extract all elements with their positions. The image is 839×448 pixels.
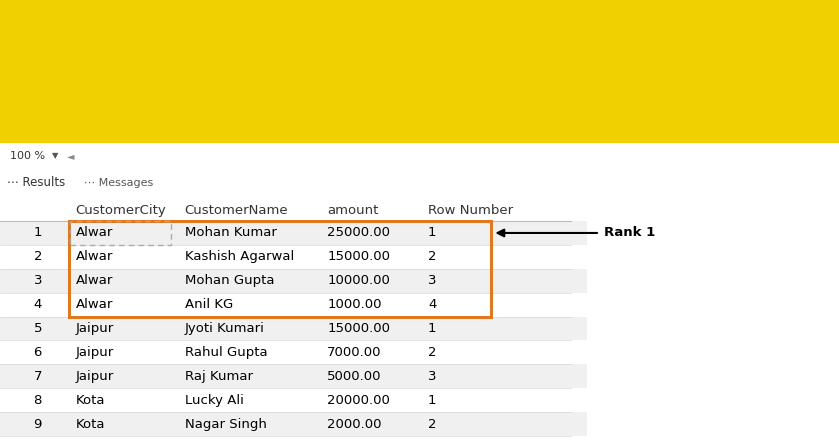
Text: [SalesLT].[Orders]: [SalesLT].[Orders]	[70, 101, 202, 116]
Text: Row Number: Row Number	[428, 204, 513, 217]
Text: 3: 3	[34, 274, 42, 287]
Text: 1000.00: 1000.00	[327, 298, 382, 311]
Text: Alwar: Alwar	[76, 298, 113, 311]
Text: 6: 6	[34, 346, 42, 359]
Text: 5000.00: 5000.00	[327, 370, 382, 383]
Text: 100 %: 100 %	[10, 151, 45, 161]
Text: ORDER BY: ORDER BY	[327, 60, 406, 75]
Text: OVER: OVER	[146, 60, 187, 75]
Text: 10000.00: 10000.00	[327, 274, 390, 287]
Bar	[0, 221, 587, 245]
Text: 2: 2	[428, 418, 436, 431]
Text: 4: 4	[34, 298, 42, 311]
Text: ▼: ▼	[52, 151, 59, 160]
Text: Jaipur: Jaipur	[76, 346, 114, 359]
Text: AS: AS	[518, 60, 542, 75]
Text: amount: amount	[327, 204, 378, 217]
Text: Alwar: Alwar	[76, 226, 113, 240]
Text: 3: 3	[428, 370, 436, 383]
Bar	[0, 317, 587, 340]
Text: (: (	[187, 60, 193, 75]
Bar	[0, 388, 587, 412]
Text: Jaipur: Jaipur	[76, 322, 114, 335]
Text: Raj Kumar: Raj Kumar	[185, 370, 253, 383]
Text: ⋯ Messages: ⋯ Messages	[84, 177, 154, 188]
Text: 5: 5	[34, 322, 42, 335]
Text: 15000.00: 15000.00	[327, 322, 390, 335]
Text: Rank 1: Rank 1	[604, 226, 655, 240]
Text: ): )	[508, 60, 518, 75]
Text: 1: 1	[428, 322, 436, 335]
Text: Alwar: Alwar	[76, 250, 113, 263]
Text: city: city	[295, 60, 327, 75]
Text: 15000.00: 15000.00	[327, 250, 390, 263]
Text: Nagar Singh: Nagar Singh	[185, 418, 267, 431]
Bar	[70, 221, 171, 245]
Text: 1: 1	[428, 394, 436, 407]
Text: Rahul Gupta: Rahul Gupta	[185, 346, 267, 359]
Text: Jyoti Kumari: Jyoti Kumari	[185, 322, 264, 335]
Text: 1: 1	[34, 226, 42, 240]
Text: CustomerCity: CustomerCity	[76, 204, 166, 217]
Text: 3: 3	[428, 274, 436, 287]
Text: CustomerName: CustomerName	[185, 204, 289, 217]
Text: FROM: FROM	[23, 101, 70, 116]
Text: Anil KG: Anil KG	[185, 298, 233, 311]
Text: Kashish Agarwal: Kashish Agarwal	[185, 250, 294, 263]
Text: AS: AS	[117, 18, 140, 33]
Text: ROW_NUMBER: ROW_NUMBER	[23, 59, 130, 75]
Text: 2: 2	[428, 346, 436, 359]
Bar	[0, 293, 587, 317]
Text: PARTITION BY: PARTITION BY	[193, 60, 295, 75]
Text: 2000.00: 2000.00	[327, 418, 382, 431]
Bar	[0, 269, 587, 293]
Text: 25000.00: 25000.00	[327, 226, 390, 240]
Bar	[0, 340, 587, 364]
Text: Kota: Kota	[76, 418, 105, 431]
Text: (): ()	[130, 60, 146, 75]
Text: amount: amount	[406, 60, 467, 75]
Text: City: City	[83, 18, 117, 33]
Text: SELECT: SELECT	[23, 18, 83, 33]
Text: Mohan Kumar: Mohan Kumar	[185, 226, 277, 240]
Text: 9: 9	[34, 418, 42, 431]
Text: Kota: Kota	[76, 394, 105, 407]
Text: 2: 2	[428, 250, 436, 263]
Text: 8: 8	[34, 394, 42, 407]
Text: 4: 4	[428, 298, 436, 311]
Text: 2: 2	[34, 250, 42, 263]
Text: DESC: DESC	[467, 60, 508, 75]
Text: CustomerCity, CustomerName,amount,: CustomerCity, CustomerName,amount,	[140, 18, 430, 33]
Bar	[69, 221, 491, 317]
Text: ◄: ◄	[67, 151, 75, 161]
Text: Alwar: Alwar	[76, 274, 113, 287]
Text: Mohan Gupta: Mohan Gupta	[185, 274, 274, 287]
Bar	[0, 245, 587, 269]
Text: 7000.00: 7000.00	[327, 346, 382, 359]
Bar	[0, 412, 587, 436]
Text: Jaipur: Jaipur	[76, 370, 114, 383]
Text: 20000.00: 20000.00	[327, 394, 390, 407]
Text: ⋯ Results: ⋯ Results	[7, 176, 65, 189]
Text: 7: 7	[34, 370, 42, 383]
Text: Lucky Ali: Lucky Ali	[185, 394, 243, 407]
Text: 1: 1	[428, 226, 436, 240]
Text: [Row Number]: [Row Number]	[542, 60, 647, 75]
Bar	[0, 0, 839, 143]
Bar	[0, 364, 587, 388]
